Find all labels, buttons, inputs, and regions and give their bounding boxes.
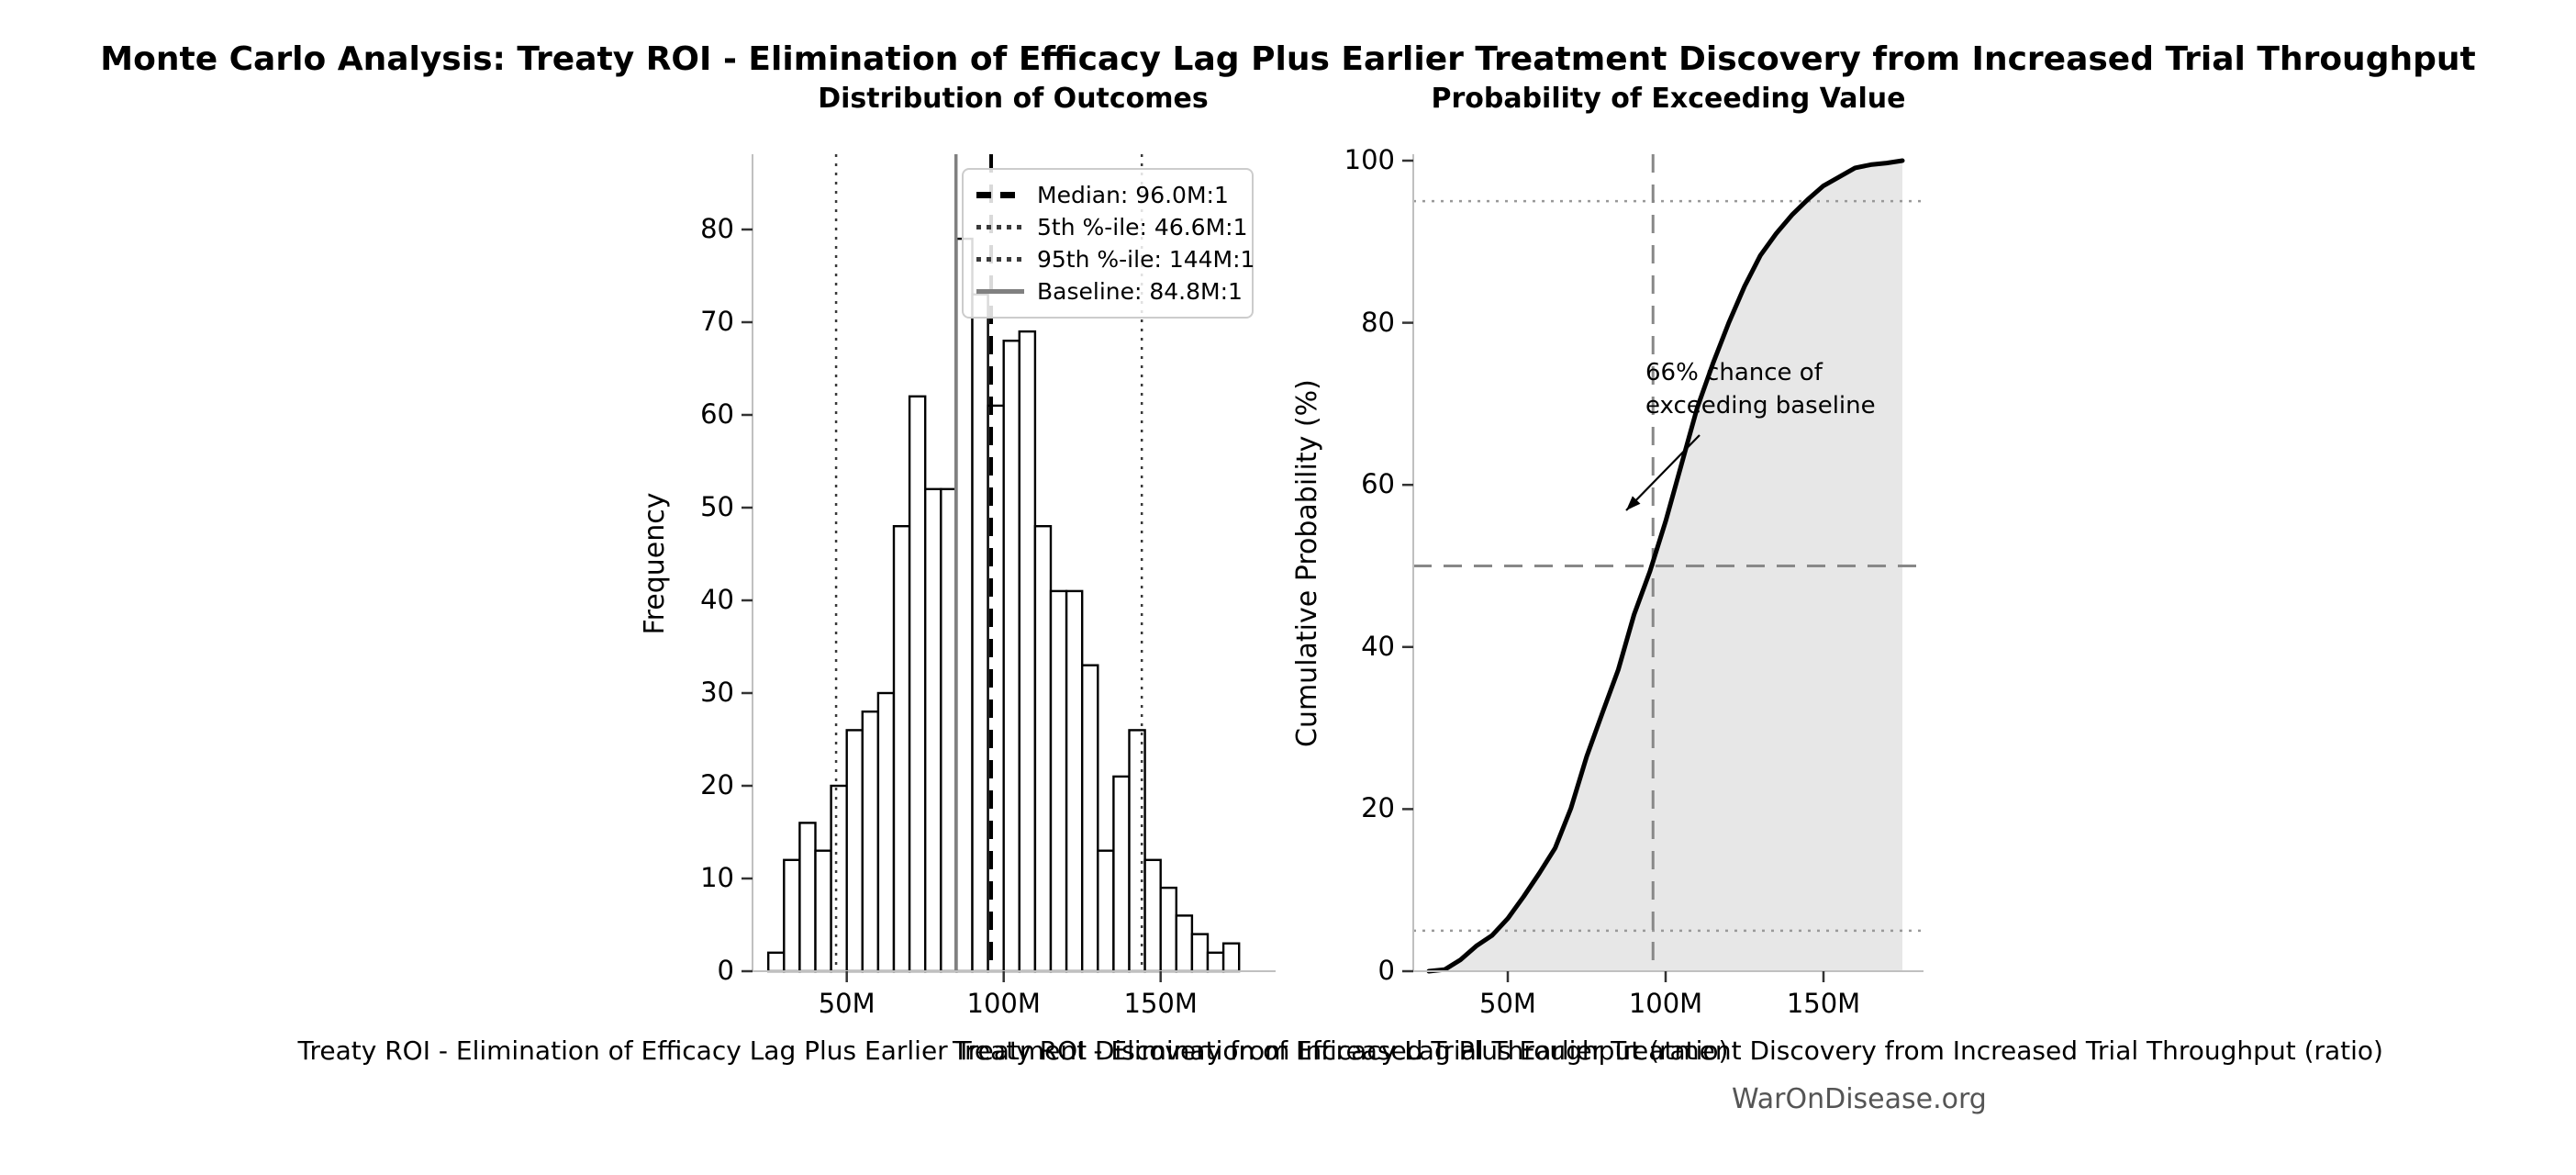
- cdf-y-tick-label: 60: [1361, 468, 1395, 500]
- histogram-bar: [1143, 858, 1162, 973]
- histogram-bar: [1080, 664, 1099, 973]
- annotation-line-2: exceeding baseline: [1645, 392, 1876, 420]
- hist-x-tick-label: 100M: [966, 988, 1041, 1019]
- histogram-bar: [876, 691, 896, 973]
- histogram-bar: [767, 951, 786, 973]
- cdf-y-tick-label: 100: [1344, 144, 1395, 175]
- histogram-bar: [1018, 330, 1037, 973]
- cdf-title: Probability of Exceeding Value: [1431, 83, 1906, 115]
- histogram-bar: [908, 395, 927, 973]
- histogram-bar: [845, 729, 864, 973]
- legend-label: Median: 96.0M:1: [1037, 182, 1229, 208]
- legend-item-baseline: Baseline: 84.8M:1: [976, 276, 1243, 308]
- cdf-x-axis-label: Treaty ROI - Elimination of Efficacy Lag…: [953, 1035, 2383, 1066]
- histogram-bar: [1049, 589, 1068, 973]
- hist-y-tick-label: 30: [700, 677, 734, 708]
- hist-y-tick-label: 80: [700, 213, 734, 244]
- histogram-bar: [830, 784, 848, 973]
- hist-y-tick-label: 60: [700, 398, 734, 430]
- histogram-title: Distribution of Outcomes: [818, 83, 1209, 115]
- hist-y-tick-label: 50: [700, 491, 734, 522]
- cdf-annotation: 66% chance of exceeding baseline: [1645, 356, 1876, 422]
- dotted-line-icon: [976, 225, 1024, 229]
- hist-x-tick-label: 150M: [1123, 988, 1198, 1019]
- histogram-bar: [1206, 951, 1225, 973]
- cdf-y-tick-label: 40: [1361, 630, 1395, 662]
- histogram-bar: [798, 822, 817, 973]
- hist-y-tick-label: 40: [700, 584, 734, 615]
- histogram-bar: [1221, 942, 1241, 973]
- legend-label: 5th %-ile: 46.6M:1: [1037, 214, 1248, 241]
- cdf-y-tick-label: 20: [1361, 792, 1395, 824]
- median-dashed-line-icon: [976, 192, 1024, 198]
- legend-label: 95th %-ile: 144M:1: [1037, 246, 1255, 273]
- hist-y-tick-label: 10: [700, 862, 734, 893]
- watermark: WarOnDisease.org: [1732, 1083, 1987, 1115]
- cdf-y-axis-label: Cumulative Probability (%): [1291, 379, 1323, 747]
- histogram-bar: [783, 858, 801, 973]
- cdf-x-tick-label: 100M: [1628, 988, 1703, 1019]
- histogram-bar: [1033, 525, 1053, 973]
- histogram-bar: [1190, 933, 1210, 973]
- legend-item-95th-percentile: 95th %-ile: 144M:1: [976, 244, 1255, 275]
- legend-label: Baseline: 84.8M:1: [1037, 278, 1243, 305]
- histogram-bar: [1097, 849, 1115, 973]
- histogram-bar: [940, 487, 958, 973]
- annotation-arrow-shaft: [1625, 434, 1701, 511]
- legend-item-median: Median: 96.0M:1: [976, 180, 1239, 211]
- hist-y-tick-label: 20: [700, 769, 734, 800]
- histogram-bar: [892, 525, 911, 973]
- annotation-arrowhead: [1626, 496, 1641, 510]
- solid-line-icon: [976, 289, 1024, 294]
- histogram-bar: [1002, 340, 1020, 973]
- annotation-line-1: 66% chance of: [1645, 359, 1823, 386]
- histogram-legend: Median: 96.0M:1 5th %-ile: 46.6M:1 95th …: [962, 168, 1255, 319]
- hist-y-tick-label: 70: [700, 306, 734, 337]
- histogram-bar: [1065, 589, 1084, 973]
- histogram-bar: [971, 293, 989, 973]
- cdf-x-tick-label: 150M: [1786, 988, 1861, 1019]
- cdf-y-tick-label: 80: [1361, 306, 1395, 338]
- hist-y-tick-label: 0: [717, 955, 734, 986]
- histogram-x-axis-label: Treaty ROI - Elimination of Efficacy Lag…: [297, 1035, 1729, 1066]
- dotted-line-icon: [976, 257, 1024, 262]
- histogram-bar: [924, 487, 942, 973]
- histogram-bar: [814, 849, 832, 973]
- histogram-bar: [955, 237, 974, 973]
- histogram-bar: [1175, 914, 1194, 973]
- figure-title: Monte Carlo Analysis: Treaty ROI - Elimi…: [100, 40, 2476, 78]
- cdf-x-tick-label: 50M: [1479, 988, 1536, 1019]
- histogram-y-axis-label: Frequency: [639, 492, 671, 635]
- histogram-bar: [861, 711, 880, 973]
- histogram-bar: [1112, 775, 1131, 973]
- cdf-y-tick-label: 0: [1377, 955, 1395, 986]
- cdf-curve: [1426, 158, 1905, 974]
- histogram-bar: [1159, 886, 1177, 973]
- legend-item-5th-percentile: 5th %-ile: 46.6M:1: [976, 212, 1247, 243]
- hist-x-tick-label: 50M: [818, 988, 875, 1019]
